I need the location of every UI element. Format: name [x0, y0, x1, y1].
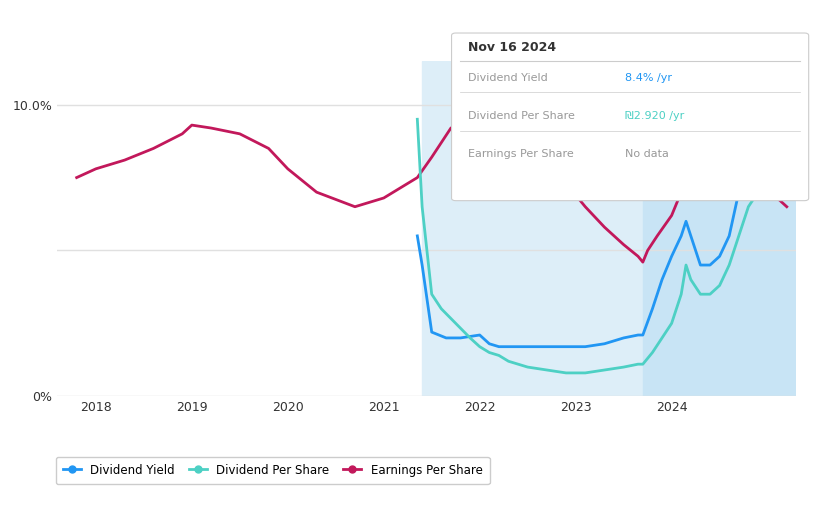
Text: Dividend Per Share: Dividend Per Share [468, 111, 575, 121]
Text: Earnings Per Share: Earnings Per Share [468, 149, 574, 160]
Text: 8.4% /yr: 8.4% /yr [625, 73, 672, 83]
Text: No data: No data [625, 149, 669, 160]
Legend: Dividend Yield, Dividend Per Share, Earnings Per Share: Dividend Yield, Dividend Per Share, Earn… [56, 457, 489, 484]
Bar [422, 61, 643, 396]
Text: Nov 16 2024: Nov 16 2024 [468, 41, 556, 54]
Text: Past: Past [745, 119, 771, 132]
Text: ₪2.920 /yr: ₪2.920 /yr [625, 111, 684, 121]
Text: Dividend Yield: Dividend Yield [468, 73, 548, 83]
Bar [643, 61, 796, 396]
